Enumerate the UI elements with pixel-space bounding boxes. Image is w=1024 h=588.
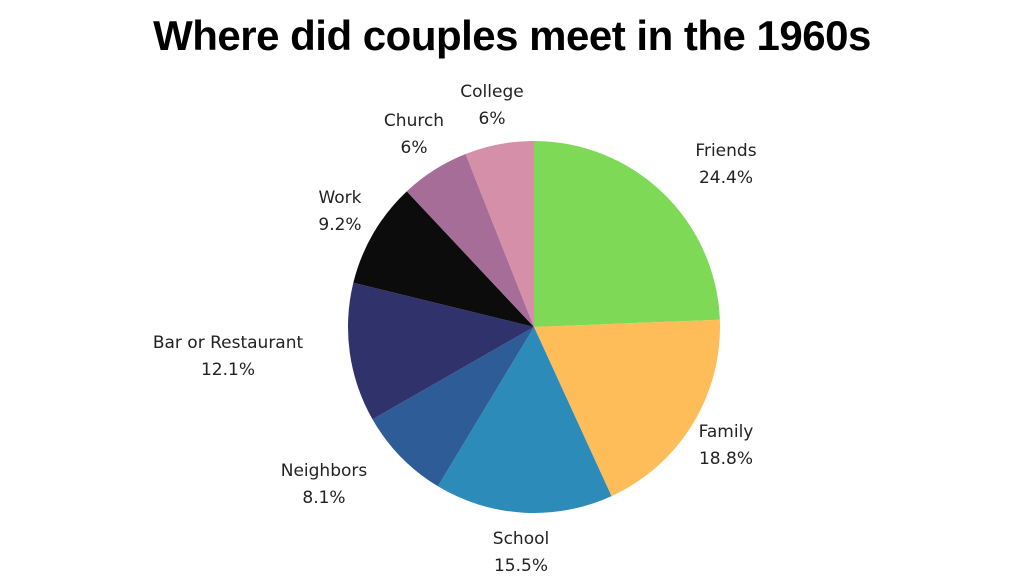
slice-label: Bar or Restaurant 12.1%	[153, 330, 303, 384]
pie-slice-church	[406, 154, 534, 327]
pie-slice-work	[353, 191, 534, 327]
pie-slice-friends	[534, 141, 720, 327]
slice-label-value: 12.1%	[200, 360, 255, 380]
slice-label-name: School	[492, 529, 550, 549]
slice-label-value: 24.4%	[698, 168, 754, 188]
slice-label: Neighbors 8.1%	[281, 458, 368, 512]
slice-label-name: Bar or Restaurant	[152, 333, 304, 353]
slice-label-name: College	[460, 82, 524, 102]
slice-label-value: 18.8%	[698, 449, 754, 469]
slice-label-name: Neighbors	[280, 461, 368, 481]
slice-label-name: Friends	[695, 141, 757, 161]
slice-label-value: 6%	[400, 138, 428, 158]
slice-label: Friends 24.4%	[695, 138, 756, 192]
slice-label-value: 9.2%	[318, 215, 362, 235]
pie-slice-school	[437, 327, 612, 514]
slice-label: School 15.5%	[493, 526, 549, 580]
slice-label-name: Work	[318, 188, 362, 208]
pie-slice-neighbors	[372, 327, 534, 487]
pie-slice-college	[465, 141, 534, 327]
slice-label: Church 6%	[384, 108, 444, 162]
pie-slice-family	[534, 319, 720, 497]
slice-label-value: 15.5%	[493, 556, 548, 576]
slice-label-value: 6%	[478, 109, 506, 129]
chart-title: Where did couples meet in the 1960s	[153, 12, 871, 59]
slice-label-value: 8.1%	[302, 488, 346, 508]
pie-slice-bar-or-restaurant	[348, 282, 534, 420]
slice-label: Family 18.8%	[699, 419, 754, 473]
slice-label-name: Church	[383, 111, 445, 131]
slice-label: College 6%	[460, 79, 523, 133]
slice-label: Work 9.2%	[318, 185, 361, 239]
slice-label-name: Family	[698, 422, 754, 442]
